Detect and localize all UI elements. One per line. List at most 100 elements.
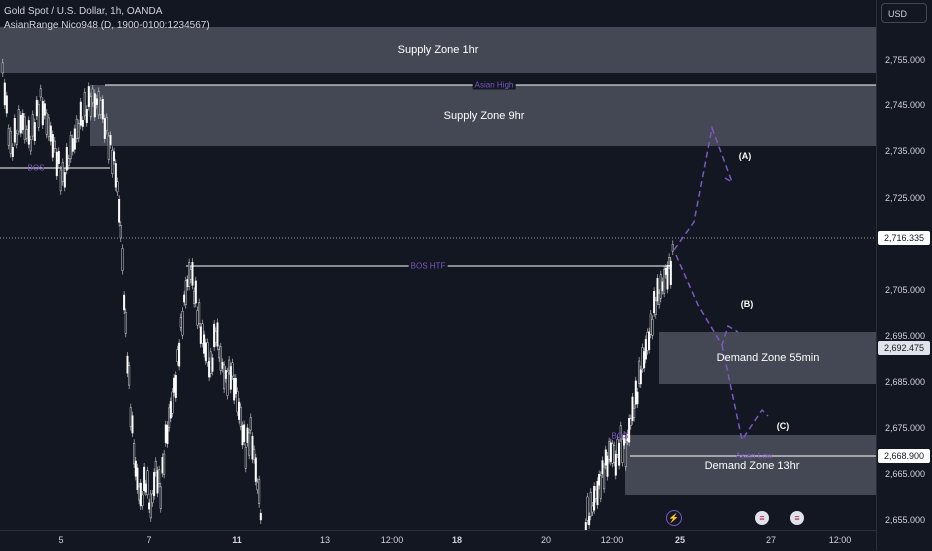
candle [233,378,236,401]
candle [654,300,657,315]
candle [45,112,48,135]
candle [3,82,6,106]
candle [21,113,24,131]
currency-button[interactable]: USD [881,3,927,23]
candle [248,432,251,456]
candle [61,162,64,182]
candle [618,442,621,466]
time-tick: 7 [146,535,152,545]
candle [191,261,194,286]
candle [239,407,242,427]
lightning-icon[interactable]: ⚡ [666,510,682,526]
candle [241,425,244,446]
candle [121,248,124,271]
candle [201,323,204,344]
candle [159,486,162,509]
candle [644,339,647,360]
candle [234,378,237,395]
candle [67,158,70,167]
candle [204,342,207,361]
candle [53,140,56,149]
demand-zone-55min-label: Demand Zone 55min [716,352,820,364]
candle [666,265,669,290]
chart-area[interactable]: Gold Spot / U.S. Dollar, 1h, OANDA Asian… [0,0,876,530]
wave-label-a: (A) [738,151,752,161]
candle [668,257,671,266]
supply-zone-1hr [0,27,876,73]
candle [604,449,607,466]
candle [183,294,186,303]
candle [639,369,642,385]
candle [17,109,20,132]
candle [224,370,227,379]
candle [178,342,181,367]
candle [214,331,217,343]
us-flag-icon[interactable]: ≡ [755,511,769,525]
candle [166,424,169,444]
candle [95,98,98,105]
candle [256,482,259,491]
candle [648,331,651,350]
candle [129,407,132,427]
price-tick: 2,755.000 [885,55,926,65]
candle [601,460,604,475]
supply-zone-9hr-label: Supply Zone 9hr [443,110,525,122]
candle [173,377,176,393]
candle [219,346,222,371]
candle [206,342,209,364]
us-flag-icon[interactable]: ≡ [790,511,804,525]
candle [163,453,166,475]
candle [13,118,16,143]
candle [608,441,611,460]
candle [31,114,34,137]
candle [111,149,114,175]
candlesticks [1,58,674,530]
candle [631,396,634,421]
candle [611,443,614,464]
demand-level-tag: 2,692.475 [878,341,930,355]
candle [194,280,197,304]
candle [641,347,644,370]
wave-label-b: (B) [740,299,754,309]
bos-right-label: BOS [611,431,629,441]
candle [114,163,117,188]
asian-high-label: Asian High [472,80,516,90]
candle [7,128,10,146]
candle [169,401,172,419]
candle [134,460,137,477]
candle [174,375,177,398]
candle [168,407,171,428]
candle [65,146,68,171]
time-axis[interactable]: 5 7 11 13 12:00 18 20 12:00 25 27 12:00 [0,530,876,551]
candle [181,311,184,336]
candle [189,269,192,280]
candle [15,133,18,145]
candle [638,360,641,384]
candle [254,457,257,482]
candle [51,134,54,158]
time-tick: 13 [319,535,331,545]
candle [249,417,252,431]
candle [593,486,596,511]
projected-wave-path [673,125,734,251]
candle [116,181,119,193]
candle [35,99,38,117]
candle [623,434,626,446]
indicator-label[interactable]: AsianRange Nico948 (D, 1900-0100:1234567… [4,20,210,31]
candle [107,135,110,160]
candle [634,380,637,405]
price-axis[interactable]: USD 2,755.000 2,745.000 2,735.000 2,725.… [876,0,932,550]
time-tick: 27 [765,535,777,545]
candle [196,310,199,326]
candle [91,88,94,104]
candle [188,262,191,287]
chart-title: Gold Spot / U.S. Dollar, 1h, OANDA [4,6,163,17]
candle [198,302,201,324]
candle [259,512,262,521]
candle [226,371,229,396]
candle [103,118,106,139]
price-tick: 2,705.000 [885,285,926,295]
candle [186,279,189,287]
candle [93,93,96,118]
candle [148,502,151,510]
